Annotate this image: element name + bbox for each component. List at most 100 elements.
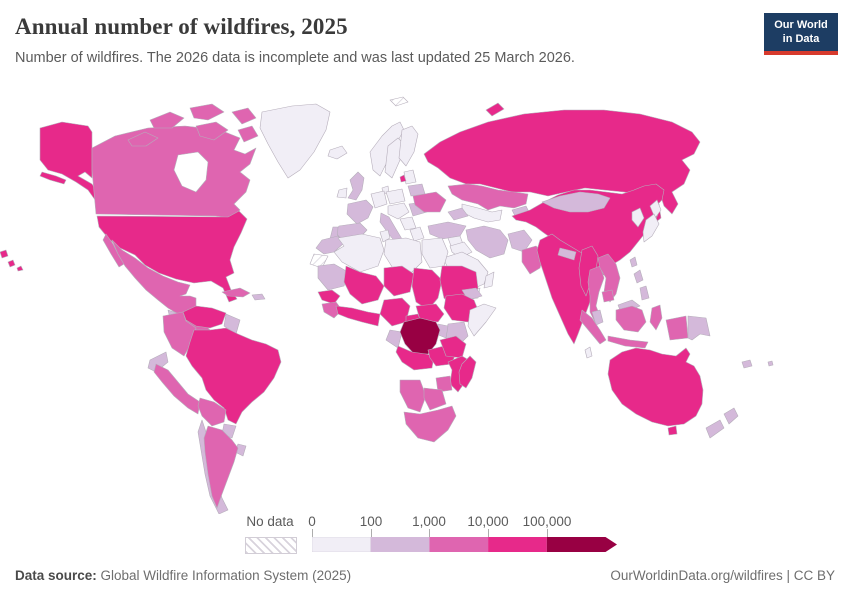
country-west-papua[interactable]	[665, 315, 689, 341]
legend-no-data-swatch[interactable]	[245, 537, 297, 554]
country-angola[interactable]	[395, 345, 435, 371]
country-afghanistan[interactable]	[507, 229, 533, 253]
country-sulawesi[interactable]	[649, 304, 663, 331]
country-argentina[interactable]	[203, 425, 239, 509]
country-finland[interactable]	[398, 125, 419, 167]
country-java[interactable]	[607, 335, 649, 349]
legend-tick-2: 1,000	[412, 514, 446, 529]
country-png[interactable]	[687, 315, 711, 341]
country-baltics[interactable]	[403, 169, 417, 185]
country-bolivia[interactable]	[197, 397, 227, 427]
owid-logo[interactable]: Our World in Data	[764, 13, 838, 55]
country-norway[interactable]	[369, 121, 405, 177]
legend-bucket-1[interactable]	[370, 537, 430, 552]
country-zimbabwe[interactable]	[435, 375, 453, 393]
country-senegal[interactable]	[317, 289, 341, 305]
legend-bucket-4[interactable]	[546, 537, 606, 552]
country-canada-island-5[interactable]	[231, 107, 257, 125]
country-canada-island-1[interactable]	[127, 131, 159, 147]
country-fiji[interactable]	[767, 360, 774, 367]
country-egypt[interactable]	[421, 237, 449, 269]
country-ukraine[interactable]	[412, 191, 447, 213]
legend-tickmark-2	[429, 529, 430, 537]
country-greece[interactable]	[409, 226, 425, 242]
country-niger[interactable]	[383, 265, 415, 297]
country-sri-lanka[interactable]	[584, 346, 593, 359]
country-oman[interactable]	[483, 271, 495, 289]
country-hispaniola[interactable]	[251, 293, 266, 301]
country-novaya-zemlya[interactable]	[485, 102, 505, 117]
legend-bucket-0[interactable]	[312, 537, 371, 552]
country-korea[interactable]	[631, 207, 645, 228]
legend-arrow[interactable]	[605, 537, 618, 552]
country-chad[interactable]	[411, 267, 443, 311]
country-nz-south[interactable]	[705, 419, 725, 439]
country-taiwan[interactable]	[629, 256, 638, 268]
country-russia[interactable]	[423, 109, 701, 215]
country-algeria[interactable]	[333, 233, 385, 273]
country-mexico[interactable]	[111, 239, 197, 315]
country-canada-island-3[interactable]	[189, 103, 225, 121]
country-canada-island-6[interactable]	[237, 125, 259, 143]
country-svalbard[interactable]	[389, 96, 409, 107]
country-borneo[interactable]	[615, 305, 647, 333]
country-mali[interactable]	[343, 265, 385, 305]
country-tanzania[interactable]	[439, 335, 467, 359]
country-latvia[interactable]	[399, 174, 407, 183]
country-tunisia[interactable]	[379, 229, 391, 243]
country-brazil[interactable]	[185, 327, 282, 425]
country-poland[interactable]	[385, 188, 406, 205]
country-car[interactable]	[415, 303, 445, 323]
country-hawaii[interactable]	[7, 259, 24, 272]
country-australia[interactable]	[607, 347, 704, 427]
country-united-kingdom[interactable]	[347, 171, 365, 201]
country-canada-island-2[interactable]	[149, 111, 185, 129]
country-new-caledonia[interactable]	[741, 359, 753, 369]
country-botswana[interactable]	[423, 387, 447, 411]
country-madagascar[interactable]	[458, 355, 477, 389]
country-balkans[interactable]	[399, 216, 417, 231]
country-venezuela[interactable]	[182, 305, 227, 329]
country-japan-main[interactable]	[642, 213, 660, 243]
country-canada-island-4[interactable]	[195, 121, 229, 141]
country-mauritania[interactable]	[317, 263, 349, 291]
country-namibia[interactable]	[399, 379, 427, 413]
country-germany[interactable]	[370, 190, 388, 209]
legend-tickmark-3	[488, 529, 489, 537]
country-cuba[interactable]	[221, 287, 251, 298]
country-sweden[interactable]	[384, 137, 405, 179]
country-cambodia[interactable]	[601, 289, 615, 303]
country-mongolia[interactable]	[541, 191, 611, 213]
country-philippines-north[interactable]	[633, 269, 644, 284]
country-sumatra[interactable]	[579, 309, 607, 345]
country-malaysia[interactable]	[591, 309, 604, 326]
footer-rights-link[interactable]: OurWorldinData.org/wildfires | CC BY	[610, 568, 835, 583]
legend-bucket-3[interactable]	[488, 537, 547, 552]
country-south-africa[interactable]	[403, 405, 457, 443]
country-canada[interactable]	[91, 125, 257, 219]
country-caucasus[interactable]	[447, 207, 469, 221]
country-nepal[interactable]	[557, 247, 577, 261]
legend-bucket-2[interactable]	[429, 537, 489, 552]
country-nz-north[interactable]	[723, 407, 739, 425]
country-philippines-south[interactable]	[639, 285, 650, 301]
country-russia-fragment-west[interactable]	[0, 249, 9, 259]
country-gabon[interactable]	[385, 329, 403, 349]
data-source-value: Global Wildfire Information System (2025…	[96, 568, 352, 583]
country-aleutians[interactable]	[39, 171, 67, 185]
country-peru[interactable]	[153, 363, 201, 415]
country-japan-north[interactable]	[649, 199, 662, 219]
country-somalia[interactable]	[467, 303, 497, 337]
country-tasmania[interactable]	[667, 425, 678, 436]
country-ireland[interactable]	[336, 187, 348, 199]
country-mexico-baja[interactable]	[102, 233, 125, 268]
country-united-states[interactable]	[96, 210, 248, 303]
legend-color-bar[interactable]	[312, 537, 618, 552]
country-greenland[interactable]	[259, 103, 331, 179]
country-iceland[interactable]	[327, 145, 348, 160]
country-west-africa-coast[interactable]	[335, 305, 381, 327]
country-france[interactable]	[346, 199, 374, 225]
country-central-europe[interactable]	[387, 202, 410, 220]
country-kazakhstan[interactable]	[447, 183, 529, 211]
country-iran[interactable]	[465, 225, 509, 259]
